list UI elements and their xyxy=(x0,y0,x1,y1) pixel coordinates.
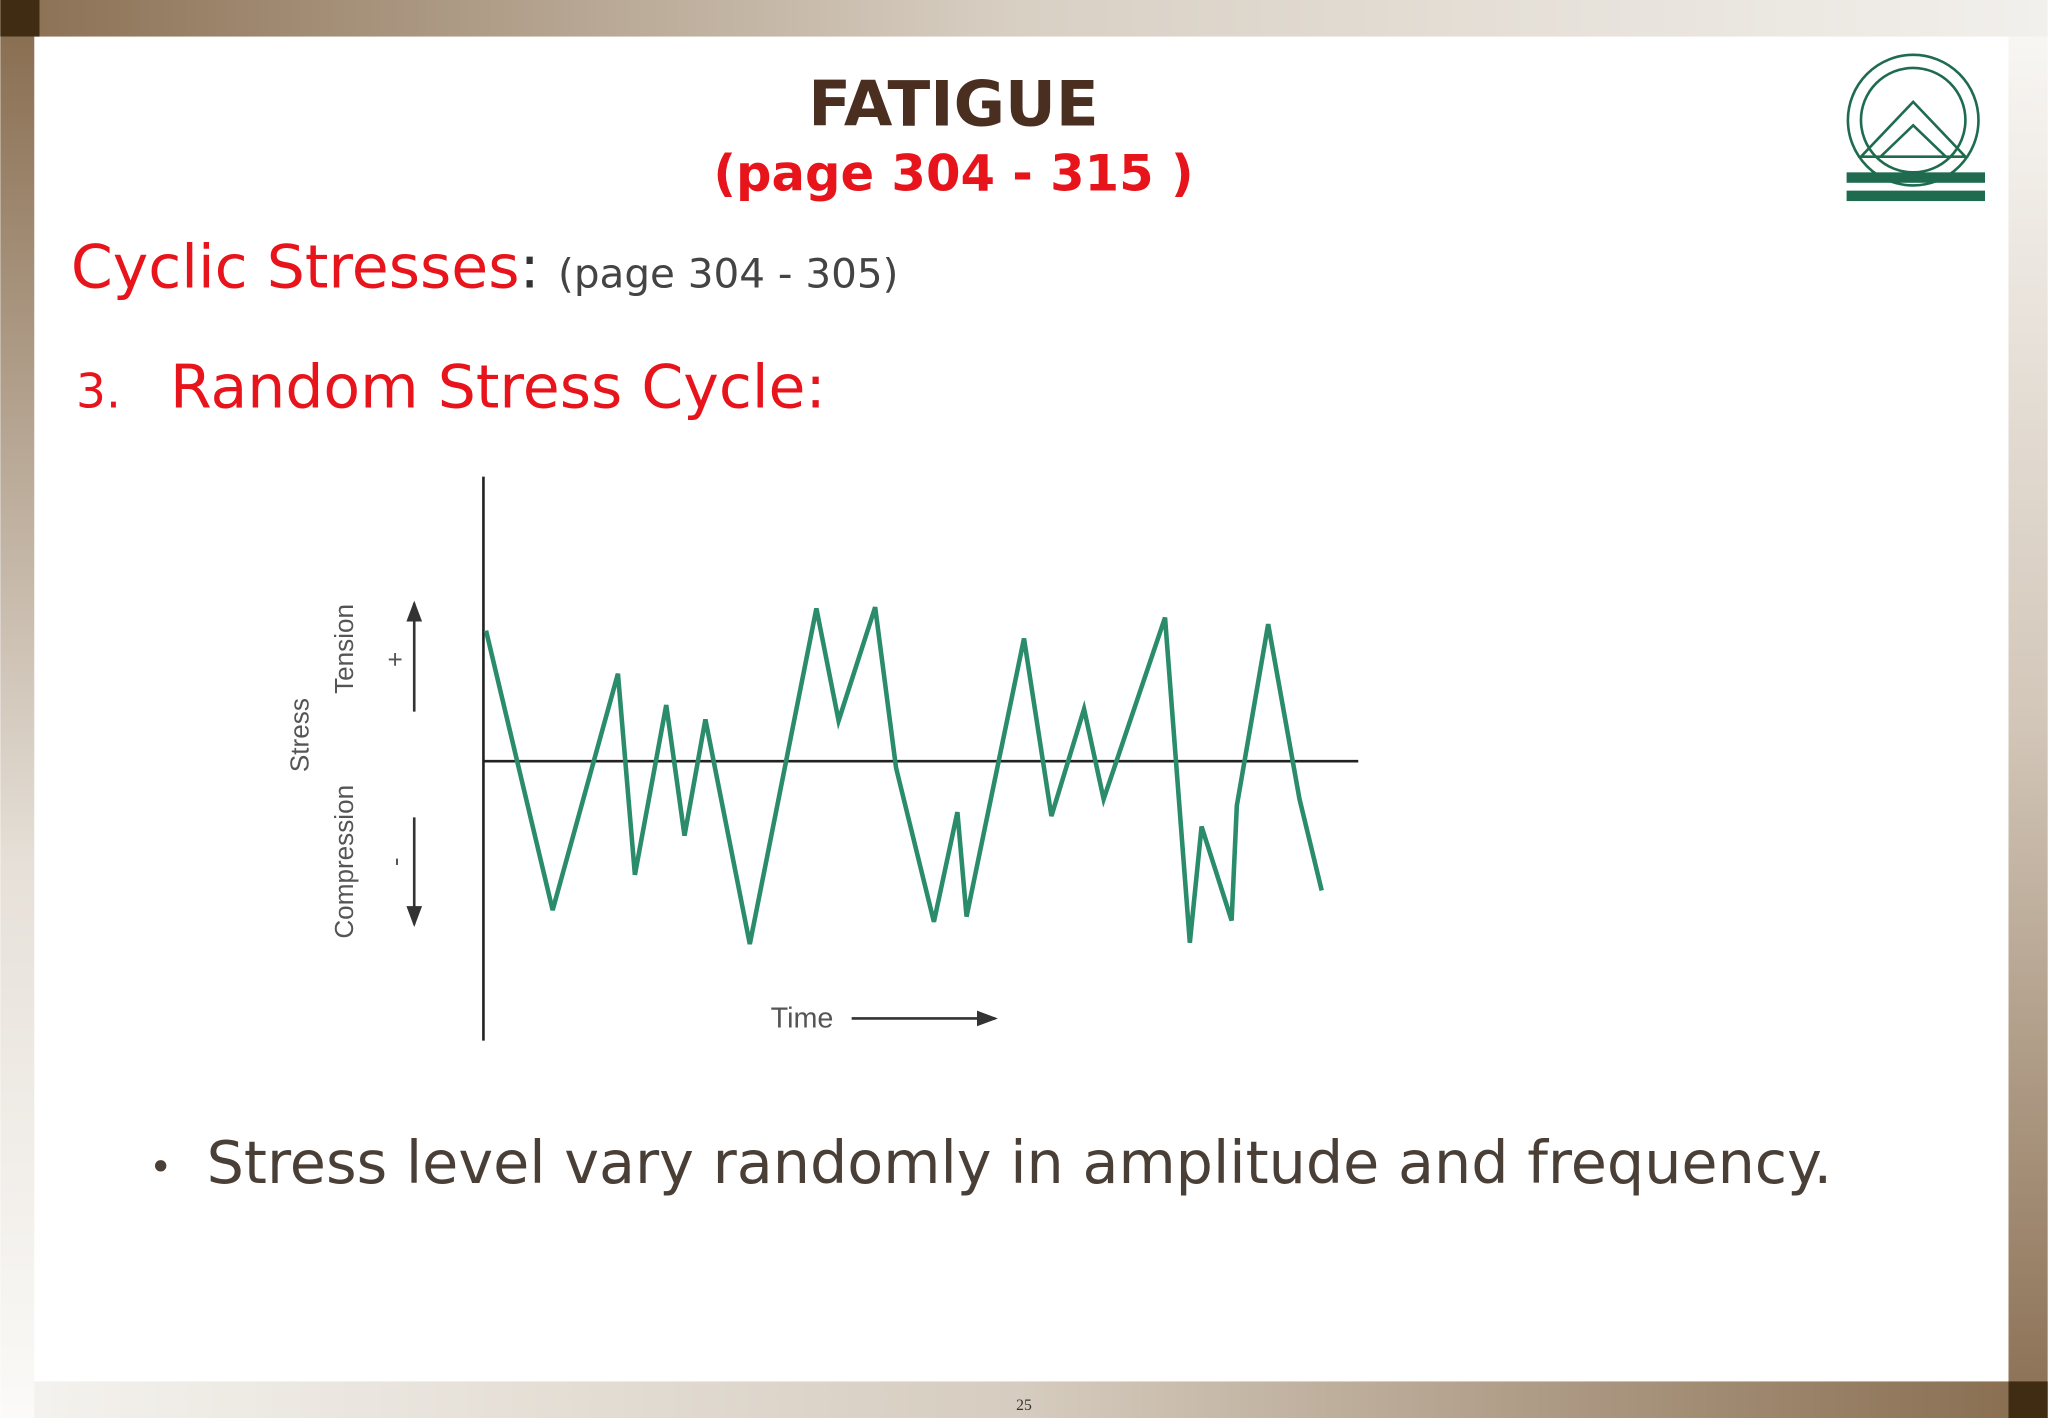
stress-wave xyxy=(483,606,1324,945)
page-number: 25 xyxy=(1016,1397,1032,1414)
heading-label: Cyclic Stresses xyxy=(71,232,520,302)
section-title: Random Stress Cycle: xyxy=(170,352,826,422)
compression-label: Compression xyxy=(329,785,359,939)
minus-label: - xyxy=(380,857,410,866)
y-axis-label: Stress xyxy=(284,698,314,772)
heading-separator: : xyxy=(520,232,540,302)
corner xyxy=(0,0,40,37)
section-number: 3. xyxy=(76,364,121,419)
heading-pages: (page 304 - 305) xyxy=(558,249,898,297)
tension-label: Tension xyxy=(329,604,359,694)
bullet-text: Stress level vary randomly in amplitude … xyxy=(207,1128,1833,1197)
x-axis-label: Time xyxy=(771,1003,834,1035)
corner xyxy=(2008,1381,2048,1418)
bullet-marker: • xyxy=(149,1145,172,1190)
plus-label: + xyxy=(380,652,410,667)
right-band xyxy=(2008,36,2048,1418)
bottom-band xyxy=(34,1381,2009,1418)
heading: Cyclic Stresses: (page 304 - 305) xyxy=(71,232,899,302)
title: FATIGUE xyxy=(808,67,1098,140)
subtitle: (page 304 - 315 ) xyxy=(713,145,1193,203)
figure: Stress Tension Compression + - Time xyxy=(284,476,1359,1041)
logo xyxy=(1846,53,1986,202)
top-band xyxy=(0,0,2048,37)
left-band xyxy=(0,36,35,1418)
